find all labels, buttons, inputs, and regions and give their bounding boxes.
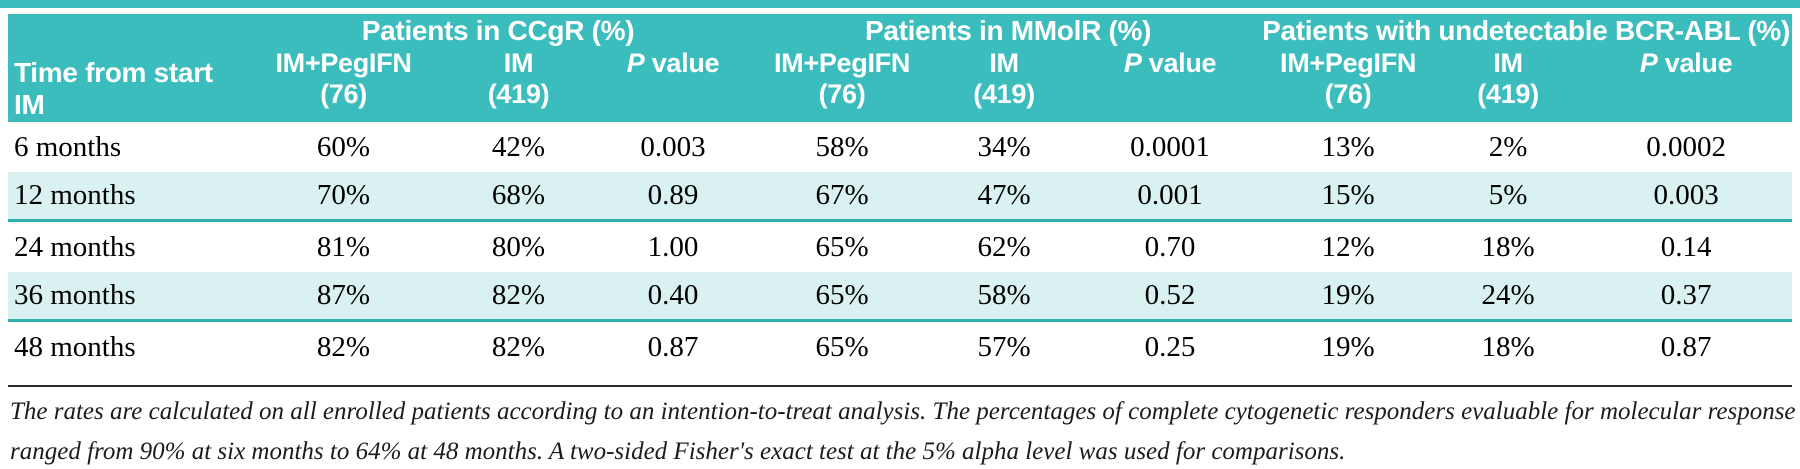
row-label: 36 months — [8, 272, 240, 322]
data-cell: 34% — [977, 130, 1031, 163]
data-cell: 2% — [1488, 130, 1528, 163]
data-cell: 81% — [316, 230, 371, 263]
data-cell: 5% — [1436, 172, 1581, 222]
data-cell: 12% — [1321, 230, 1375, 263]
group-header-bcr-abl: Patients with undetectable BCR-ABL (%) — [1260, 14, 1793, 48]
group-header-row: Time from start IM Patients in CCgR (%) … — [8, 14, 1793, 122]
col-header-ccgr-pvalue: P value — [590, 48, 757, 79]
results-table: Time from start IM Patients in CCgR (%) … — [8, 14, 1793, 373]
col-header-bcrabl-im-pegifn: IM+PegIFN — [1260, 48, 1437, 79]
p-rest: value — [644, 48, 720, 78]
data-cell: 19% — [1321, 330, 1375, 363]
table-row: 6 months 60% 42% 0.003 58% 34% 0.0001 13% 2% 0.00… — [8, 122, 1792, 172]
footnote-line-1: The rates are calculated on all enrolled… — [10, 398, 1796, 425]
data-cell: 0.003 — [640, 130, 706, 163]
p-italic: P — [626, 48, 645, 78]
data-cell: 1.00 — [647, 230, 699, 263]
data-cell: 68% — [447, 172, 590, 222]
data-cell: 0.003 — [1580, 172, 1793, 222]
data-cell: 42% — [491, 130, 546, 163]
data-cell: 70% — [240, 172, 447, 222]
data-cell: 82% — [316, 330, 371, 363]
data-cell: 60% — [316, 130, 371, 163]
data-cell: 0.87 — [1660, 330, 1712, 363]
col-header-mmolr-im-pegifn: IM+PegIFN — [756, 48, 929, 79]
count-header-row: (76) (419) (76) (419) (76) (419) — [8, 79, 1793, 122]
col-header-ccgr-im-pegifn: IM+PegIFN — [240, 48, 447, 79]
data-cell: 57% — [977, 330, 1031, 363]
data-cell: 58% — [815, 130, 869, 163]
group-header-mmolr: Patients in MMolR (%) — [756, 14, 1261, 48]
group-header-ccgr: Patients in CCgR (%) — [240, 14, 757, 48]
footnote-separator-line — [8, 385, 1792, 387]
data-cell: 58% — [928, 272, 1081, 322]
top-accent-bar — [0, 0, 1800, 8]
data-cell: 19% — [1260, 272, 1437, 322]
data-cell: 13% — [1321, 130, 1375, 163]
count-mmolr-pegifn: (76) — [756, 79, 929, 122]
data-cell: 0.14 — [1660, 230, 1712, 263]
data-cell: 80% — [491, 230, 546, 263]
corner-header-time-from-start: Time from start IM — [8, 14, 240, 122]
count-bcrabl-pegifn: (76) — [1260, 79, 1437, 122]
data-cell: 24% — [1436, 272, 1581, 322]
count-empty — [590, 79, 757, 122]
data-cell: 47% — [928, 172, 1081, 222]
table-row: 24 months 81% 80% 1.00 65% 62% 0.70 12% 18% 0.14 — [8, 221, 1792, 273]
data-cell: 18% — [1481, 330, 1535, 363]
p-italic: P — [1123, 48, 1142, 78]
row-label: 6 months — [14, 130, 122, 163]
col-header-mmolr-im: IM — [928, 48, 1081, 79]
data-cell: 15% — [1260, 172, 1437, 222]
column-header-row: IM+PegIFN IM P value IM+PegIFN IM P valu… — [8, 48, 1793, 79]
col-header-bcrabl-pvalue: P value — [1580, 48, 1793, 79]
data-cell: 65% — [815, 330, 869, 363]
data-cell: 0.0002 — [1646, 130, 1726, 163]
count-empty — [1080, 79, 1261, 122]
data-cell: 0.25 — [1144, 330, 1196, 363]
table-row: 12 months 70% 68% 0.89 67% 47% 0.001 15% 5% 0.003 — [8, 172, 1793, 222]
data-cell: 0.0001 — [1130, 130, 1210, 163]
count-ccgr-im: (419) — [447, 79, 590, 122]
data-cell: 0.37 — [1580, 272, 1793, 322]
col-header-mmolr-pvalue: P value — [1080, 48, 1261, 79]
data-cell: 18% — [1481, 230, 1535, 263]
data-cell: 87% — [240, 272, 447, 322]
table-row: 36 months 87% 82% 0.40 65% 58% 0.52 19% 24% 0.37 — [8, 272, 1793, 322]
data-cell: 0.40 — [590, 272, 757, 322]
table-row: 48 months 82% 82% 0.87 65% 57% 0.25 19% 18% 0.87 — [8, 321, 1792, 373]
footnote-line-2: ranged from 90% at six months to 64% at … — [10, 438, 1346, 465]
count-bcrabl-im: (419) — [1436, 79, 1581, 122]
data-cell: 65% — [756, 272, 929, 322]
p-rest: value — [1657, 48, 1733, 78]
p-italic: P — [1639, 48, 1658, 78]
count-empty — [1580, 79, 1793, 122]
data-cell: 65% — [815, 230, 869, 263]
data-cell: 0.89 — [590, 172, 757, 222]
data-cell: 82% — [447, 272, 590, 322]
row-label: 24 months — [14, 230, 136, 263]
table-header: Time from start IM Patients in CCgR (%) … — [8, 14, 1793, 122]
count-mmolr-im: (419) — [928, 79, 1081, 122]
data-cell: 0.001 — [1080, 172, 1261, 222]
data-cell: 0.52 — [1080, 272, 1261, 322]
data-cell: 0.70 — [1144, 230, 1196, 263]
data-cell: 0.87 — [647, 330, 699, 363]
col-header-bcrabl-im: IM — [1436, 48, 1581, 79]
col-header-ccgr-im: IM — [447, 48, 590, 79]
data-cell: 82% — [491, 330, 546, 363]
count-ccgr-pegifn: (76) — [240, 79, 447, 122]
data-cell: 67% — [756, 172, 929, 222]
data-cell: 62% — [977, 230, 1031, 263]
table-body: 6 months 60% 42% 0.003 58% 34% 0.0001 13% 2% 0.00… — [8, 122, 1793, 373]
row-label: 12 months — [8, 172, 240, 222]
row-label: 48 months — [14, 330, 136, 363]
p-rest: value — [1141, 48, 1217, 78]
